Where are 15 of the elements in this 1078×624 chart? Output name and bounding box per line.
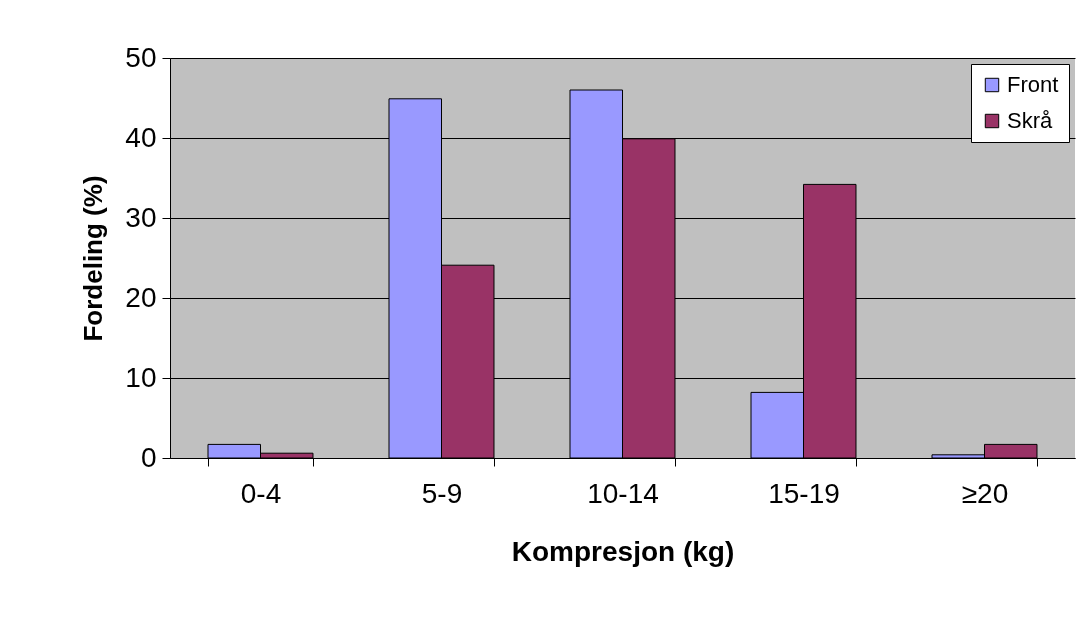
x-tick-label: 10-14 [587, 477, 659, 509]
legend-label: Skrå [1007, 108, 1053, 133]
x-tick-label: ≥20 [961, 477, 1009, 509]
y-tick-label: 30 [125, 201, 157, 233]
legend-label: Front [1007, 72, 1059, 97]
y-tick-label: 40 [125, 121, 157, 153]
x-tick-label: 0-4 [240, 477, 282, 509]
y-tick-label: 50 [125, 41, 157, 73]
x-tick-label: 5-9 [421, 477, 463, 509]
y-tick-label: 0 [140, 441, 157, 473]
x-tick-label: 15-19 [768, 477, 840, 509]
x-axis-title: Kompresjon (kg) [511, 535, 735, 567]
y-tick-label: 10 [125, 361, 157, 393]
y-tick-label: 20 [125, 281, 157, 313]
y-axis-title: Fordeling (%) [78, 175, 109, 342]
